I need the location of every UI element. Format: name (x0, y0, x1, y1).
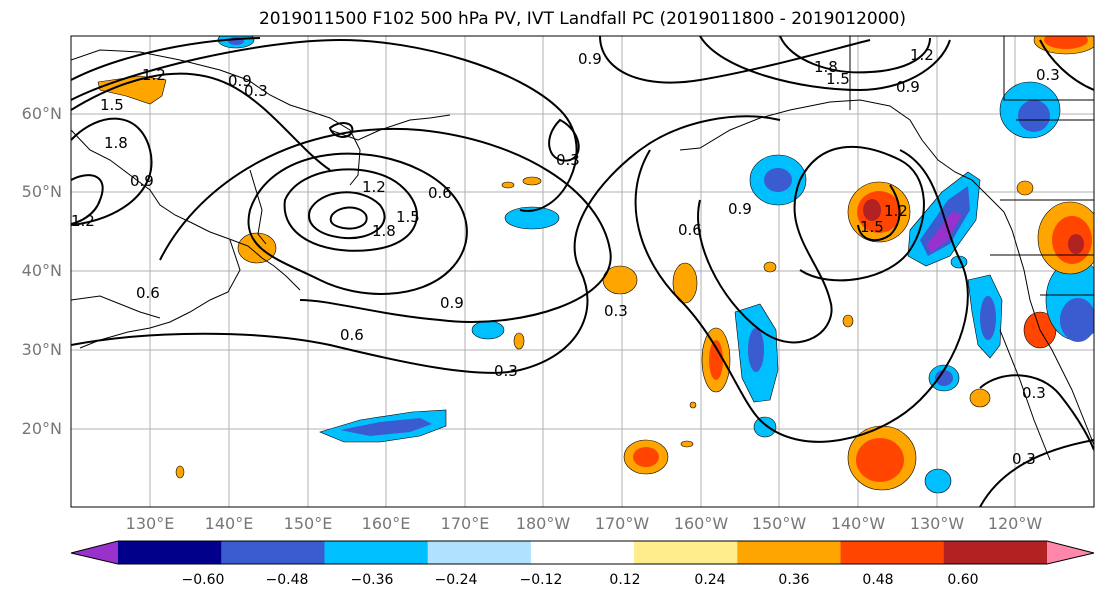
lon-label: 150°W (751, 514, 807, 533)
colorbar-tick-label: 0.48 (862, 572, 894, 588)
colorbar-segment (1047, 541, 1094, 564)
contour-label: 1.8 (814, 58, 838, 76)
contour-label: 0.3 (1012, 450, 1036, 468)
colorbar-segment (634, 541, 738, 564)
contour-label: 0.6 (428, 184, 452, 202)
contour-label: 0.3 (556, 151, 580, 169)
lat-label: 20°N (21, 419, 62, 438)
lon-label: 120°W (987, 514, 1043, 533)
colorbar-tick-label: −0.48 (265, 572, 309, 588)
lon-label: 160°E (361, 514, 411, 533)
contour-label: 0.3 (604, 302, 628, 320)
map-frame (70, 35, 1095, 508)
lat-label: 50°N (21, 182, 62, 201)
colorbar-segment (221, 541, 325, 564)
contour-label: 1.2 (910, 46, 934, 64)
contour-label: 0.9 (728, 200, 752, 218)
lat-label: 40°N (21, 261, 62, 280)
contour-label: 0.3 (244, 82, 268, 100)
contour-label: 1.8 (104, 134, 128, 152)
contour-label: 0.9 (130, 172, 154, 190)
contour-label: 1.5 (826, 70, 850, 88)
colorbar-segment (943, 541, 1048, 564)
contour-label: 0.6 (136, 284, 160, 302)
lat-label: 30°N (21, 340, 62, 359)
contour-label: 1.5 (860, 218, 884, 236)
contour-label: 1.2 (884, 202, 908, 220)
lon-label: 160°W (673, 514, 729, 533)
contour-label: 1.5 (100, 96, 124, 114)
lon-label: 150°E (283, 514, 333, 533)
contour-label: 0.9 (896, 78, 920, 96)
contour-labels: 1.2 1.5 1.8 0.9 1.2 1.8 1.5 1.2 0.6 0.6 … (71, 46, 1060, 468)
colorbar-tick-label: −0.24 (434, 572, 478, 588)
colorbar-segment (530, 541, 635, 564)
colorbar-segment (324, 541, 429, 564)
contour-label: 0.3 (1036, 66, 1060, 84)
contour-label: 0.6 (678, 221, 702, 239)
contour-label: 1.2 (71, 212, 95, 230)
colorbar-tick-label: −0.36 (350, 572, 394, 588)
lon-label: 170°W (594, 514, 650, 533)
colorbar-segment (737, 541, 842, 564)
colorbar-tick-label: 0.12 (609, 572, 641, 588)
colorbar-segment (427, 541, 532, 564)
colorbar-tick-label: 0.24 (694, 572, 726, 588)
colorbar-tick-label: −0.12 (519, 572, 563, 588)
contour-label: 0.3 (1022, 384, 1046, 402)
contour-label: 0.9 (440, 294, 464, 312)
colorbar-segment (118, 541, 222, 564)
lon-label: 170°E (440, 514, 490, 533)
lon-label: 130°E (125, 514, 175, 533)
contour-label: 0.6 (340, 326, 364, 344)
colorbar-segment (71, 541, 118, 564)
colorbar-tick-label: −0.60 (181, 572, 225, 588)
contour-label: 1.2 (142, 66, 166, 84)
lon-label: 130°W (909, 514, 965, 533)
contour-label: 1.8 (372, 222, 396, 240)
contour-label: 0.9 (578, 50, 602, 68)
lon-label: 140°E (204, 514, 254, 533)
contour-label: 0.9 (228, 72, 252, 90)
pv-contours (71, 36, 1094, 507)
contour-label: 0.3 (494, 362, 518, 380)
lon-label: 140°W (830, 514, 886, 533)
colorbar-tick-label: 0.60 (947, 572, 979, 588)
lon-label: 180°W (515, 514, 571, 533)
map-title: 2019011500 F102 500 hPa PV, IVT Landfall… (258, 9, 906, 29)
contour-label: 1.2 (362, 178, 386, 196)
colorbar-tick-label: 0.36 (778, 572, 810, 588)
lat-label: 60°N (21, 104, 62, 123)
colorbar-segment (840, 541, 945, 564)
ivt-shading (97, 36, 1094, 494)
contour-label: 1.5 (396, 208, 420, 226)
